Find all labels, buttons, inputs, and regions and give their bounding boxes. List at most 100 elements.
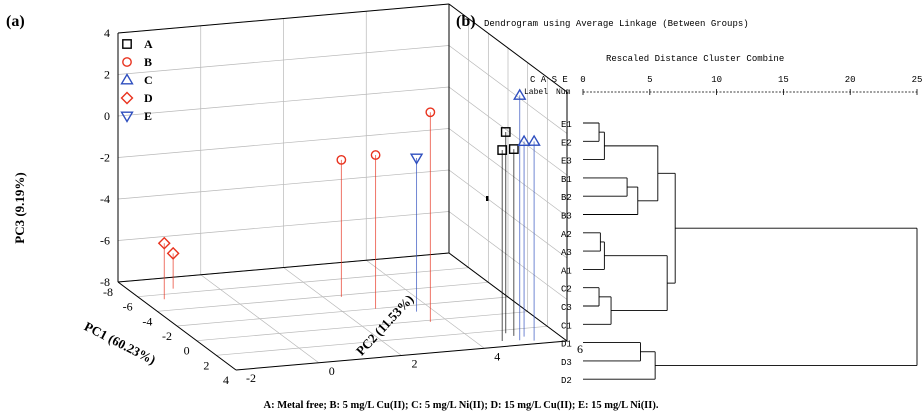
data-point-B bbox=[425, 107, 436, 118]
distance-tick-label: 20 bbox=[845, 75, 856, 85]
leaf-label: B3 bbox=[561, 212, 572, 222]
panel-b-title: Dendrogram using Average Linkage (Betwee… bbox=[484, 19, 749, 29]
leaf-label: C3 bbox=[561, 303, 572, 313]
legend-label-A: A bbox=[144, 37, 153, 51]
panel-b-tree-lines bbox=[583, 122, 918, 380]
right-wall-grid-line bbox=[448, 45, 568, 134]
y-tick-label: 4 bbox=[494, 349, 500, 363]
x-tick-label: 2 bbox=[203, 358, 209, 372]
legend-label-D: D bbox=[144, 91, 153, 105]
panel-a-drop-lines bbox=[163, 95, 535, 341]
right-wall-grid-line bbox=[448, 128, 568, 217]
right-wall-grid-line bbox=[448, 169, 568, 259]
panel-a-label: (a) bbox=[6, 13, 25, 30]
z-tick-label: -4 bbox=[100, 192, 110, 206]
leaf-label: E2 bbox=[561, 138, 572, 148]
panel-b-distance-axis: 0 5 10 15 20 25 bbox=[580, 75, 922, 95]
y-tick-label: 2 bbox=[412, 357, 418, 371]
x-tick-label: -2 bbox=[162, 329, 172, 343]
x-tick-label: -6 bbox=[123, 300, 133, 314]
box-edge bbox=[117, 281, 237, 371]
panel-b-num-header: Num bbox=[556, 88, 571, 97]
leaf-label: E3 bbox=[561, 157, 572, 167]
distance-tick-label: 0 bbox=[580, 75, 585, 85]
leaf-label: C2 bbox=[561, 285, 572, 295]
legend-marker-D bbox=[120, 91, 134, 105]
panel-b-dendrogram: (b) Dendrogram using Average Linkage (Be… bbox=[456, 13, 922, 386]
box-edge bbox=[448, 3, 568, 93]
left-wall-grid-line bbox=[117, 45, 450, 75]
data-point-B bbox=[370, 150, 381, 160]
data-point-C bbox=[527, 134, 541, 146]
data-point-C bbox=[513, 88, 527, 100]
data-point-B bbox=[336, 154, 347, 165]
panel-b-label-header: Label bbox=[524, 88, 548, 97]
panel-b-leaf-labels: E1 E2 E3 B1 B2 B3 A2 A3 A1 C2 C3 C1 D1 D3 D2 bbox=[561, 120, 572, 386]
z-tick-label: 2 bbox=[104, 68, 110, 82]
left-wall-grid-line bbox=[117, 86, 450, 117]
x-tick-label: -4 bbox=[142, 314, 152, 328]
distance-tick-label: 15 bbox=[778, 75, 789, 85]
panel-b-subtitle: Rescaled Distance Cluster Combine bbox=[606, 54, 784, 64]
x-tick-label: 4 bbox=[223, 373, 229, 387]
leaf-label: C1 bbox=[561, 321, 572, 331]
panel-b-case-header: C A S E bbox=[530, 75, 568, 85]
panel-a-grid bbox=[117, 3, 568, 371]
panel-a-z-axis-label: PC3 (9.19%) bbox=[12, 172, 27, 244]
x-tick-label: -8 bbox=[103, 285, 113, 299]
leaf-label: E1 bbox=[561, 120, 572, 130]
data-point-C bbox=[517, 134, 531, 146]
leaf-label: A3 bbox=[561, 248, 572, 258]
figure-caption: A: Metal free; B: 5 mg/L Cu(II); C: 5 mg… bbox=[264, 400, 659, 411]
leaf-label: D3 bbox=[561, 358, 572, 368]
distance-tick-label: 5 bbox=[647, 75, 652, 85]
legend-marker-C bbox=[120, 73, 134, 85]
legend-marker-A bbox=[122, 39, 132, 49]
legend-marker-E bbox=[120, 111, 134, 123]
left-wall-grid-line bbox=[117, 128, 450, 158]
data-point-A bbox=[497, 145, 508, 155]
z-tick-label: -2 bbox=[100, 151, 110, 165]
right-wall-grid-line bbox=[448, 211, 568, 300]
y-tick-label: 0 bbox=[329, 364, 335, 378]
floor-grid-line bbox=[366, 259, 485, 349]
x-tick-label: 0 bbox=[184, 344, 190, 358]
box-edge bbox=[117, 3, 450, 34]
y-tick-label: -2 bbox=[246, 371, 256, 385]
legend-marker-B bbox=[122, 57, 132, 67]
legend-label-B: B bbox=[144, 55, 152, 69]
y-tick-label: 6 bbox=[577, 342, 583, 356]
leaf-label: B1 bbox=[561, 175, 572, 185]
data-point-A bbox=[508, 144, 519, 154]
floor-grid-line bbox=[200, 274, 319, 364]
box-edge bbox=[448, 252, 568, 342]
leaf-label: B2 bbox=[561, 193, 572, 203]
data-point-D bbox=[157, 236, 171, 250]
legend-label-C: C bbox=[144, 73, 153, 87]
box-edge bbox=[235, 340, 568, 371]
leaf-label: D1 bbox=[561, 340, 572, 350]
distance-tick-label: 10 bbox=[711, 75, 722, 85]
right-wall-grid-line bbox=[448, 86, 568, 176]
z-tick-label: -8 bbox=[100, 275, 110, 289]
z-tick-label: -6 bbox=[100, 234, 110, 248]
distance-tick-label: 25 bbox=[912, 75, 922, 85]
floor-grid-line bbox=[283, 267, 402, 356]
data-point-D bbox=[166, 246, 180, 260]
panel-a-points bbox=[157, 88, 541, 260]
leaf-label: A1 bbox=[561, 266, 572, 276]
panel-b-stray-mark bbox=[486, 196, 489, 201]
z-tick-label: 4 bbox=[104, 26, 110, 40]
left-wall-grid-line bbox=[117, 169, 450, 200]
left-wall-grid-line bbox=[117, 211, 450, 241]
data-point-E bbox=[409, 153, 424, 165]
legend-label-E: E bbox=[144, 109, 152, 123]
data-point-A bbox=[500, 127, 511, 137]
panel-b-label: (b) bbox=[456, 13, 476, 30]
z-tick-label: 0 bbox=[104, 109, 110, 123]
leaf-label: A2 bbox=[561, 230, 572, 240]
